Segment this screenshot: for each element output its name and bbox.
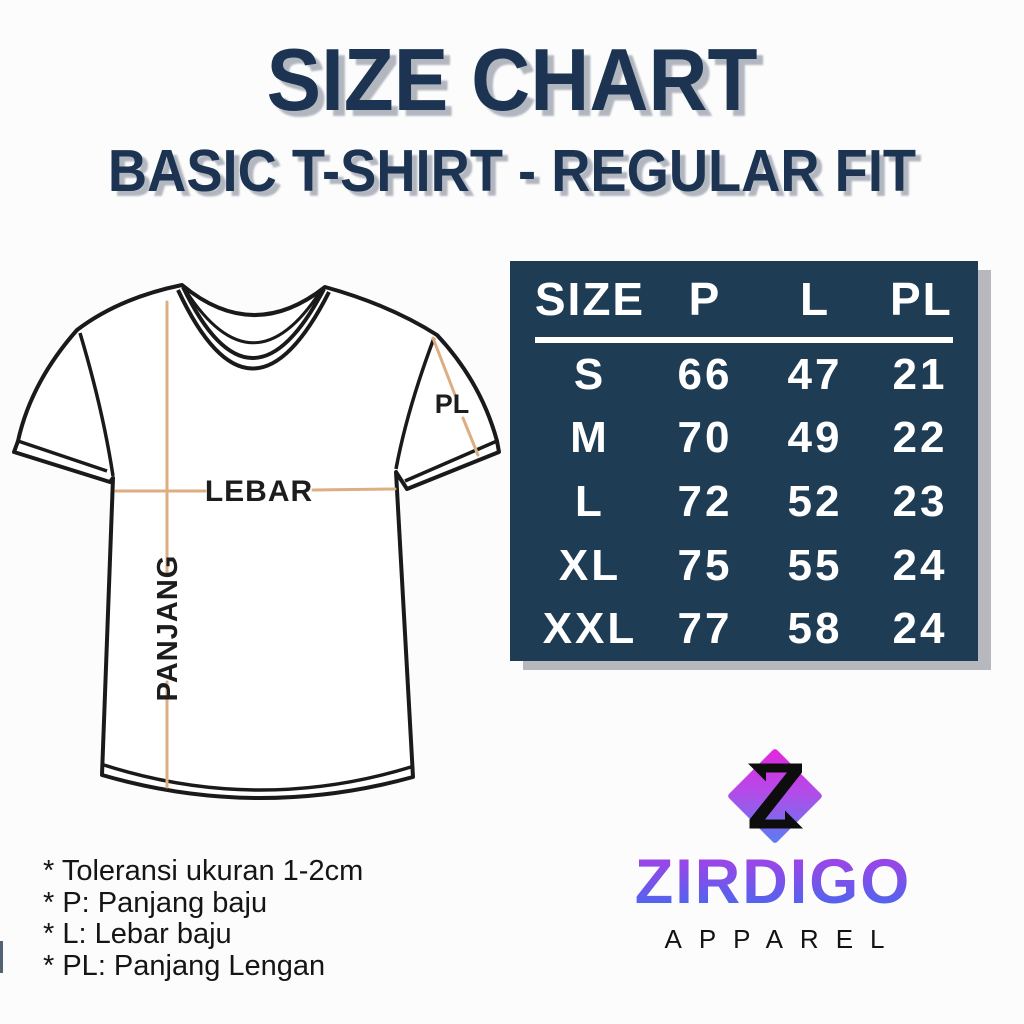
column-header-size: SIZE (534, 273, 646, 325)
collar-band-outer-line (176, 289, 331, 371)
column-header-l: L (799, 273, 831, 325)
l-cell: 55 (787, 540, 843, 590)
note-line: * Toleransi ukuran 1-2cm (43, 855, 364, 887)
left-cuff-line (17, 439, 108, 473)
size-cell: M (570, 413, 610, 463)
measurement-lines (114, 300, 480, 789)
table-row-l: L 72 52 23 (510, 470, 978, 534)
pl-cell: 22 (892, 413, 948, 463)
p-cell: 66 (677, 349, 733, 399)
size-cell: XL (558, 540, 622, 590)
page-subtitle: BASIC T-SHIRT - REGULAR FIT (107, 138, 917, 204)
table-row-xxl: XXL 77 58 24 (510, 597, 978, 661)
collar-band-inner-line (181, 286, 326, 360)
footnotes: * Toleransi ukuran 1-2cm * P: Panjang ba… (43, 855, 364, 982)
l-cell: 58 (787, 604, 843, 654)
sleeve-line-lower (461, 416, 480, 457)
pl-cell: 23 (892, 476, 948, 526)
l-cell: 47 (787, 349, 843, 399)
brand-z-icon (748, 763, 803, 829)
width-label: LEBAR (205, 475, 313, 508)
pl-cell: 24 (892, 604, 948, 654)
tshirt-diagram: LEBAR PL PANJANG (12, 283, 501, 800)
sleeve-line-upper (431, 336, 457, 397)
column-header-p: P (688, 273, 722, 325)
size-cell: L (575, 476, 605, 526)
sleeve-label: PL (435, 389, 470, 419)
note-line: * PL: Panjang Lengan (43, 949, 326, 982)
left-armhole-seam (78, 332, 115, 477)
p-cell: 75 (677, 540, 733, 590)
pl-cell: 21 (892, 349, 948, 399)
p-cell: 77 (677, 604, 733, 654)
table-row-s: S 66 47 21 (510, 343, 978, 407)
collar-back-line (184, 290, 322, 345)
size-table: SIZE P L PL S 66 47 21 M 70 49 22 L 72 5… (510, 261, 978, 661)
size-table-header-row: SIZE P L PL (510, 261, 978, 337)
note-line: * P: Panjang baju (43, 886, 268, 919)
right-cuff-line (404, 439, 498, 483)
note-line: * L: Lebar baju (43, 918, 232, 950)
tshirt-outline (12, 283, 501, 800)
l-cell: 49 (787, 413, 843, 463)
hem-line (103, 763, 412, 792)
scan-artifact (0, 941, 3, 973)
right-armhole-seam (394, 337, 436, 470)
length-label: PANJANG (152, 555, 184, 702)
page-title: SIZE CHART (266, 30, 758, 129)
p-cell: 70 (677, 413, 733, 463)
table-row-m: M 70 49 22 (510, 407, 978, 471)
header-separator-line (535, 337, 953, 343)
size-cell: S (573, 349, 607, 399)
table-row-xl: XL 75 55 24 (510, 534, 978, 598)
pl-cell: 24 (892, 540, 948, 590)
width-line-right (311, 487, 397, 492)
brand-name: ZIRDIGO (608, 851, 938, 914)
l-cell: 52 (787, 476, 843, 526)
size-cell: XXL (542, 604, 638, 654)
brand-tagline: APPAREL (664, 924, 902, 954)
p-cell: 72 (677, 476, 733, 526)
column-header-pl: PL (890, 273, 953, 325)
